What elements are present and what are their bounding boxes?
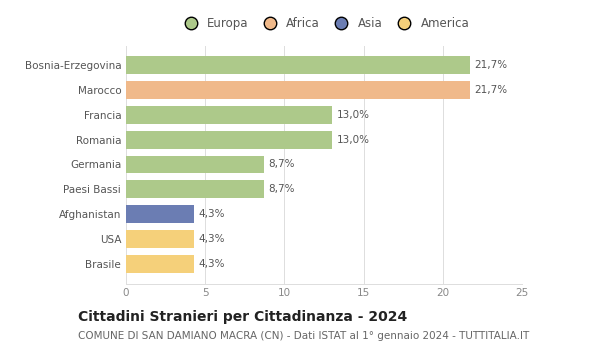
Bar — [126, 255, 194, 273]
Bar — [126, 230, 194, 248]
Text: 13,0%: 13,0% — [337, 110, 370, 120]
Legend: Europa, Africa, Asia, America: Europa, Africa, Asia, America — [175, 13, 473, 33]
Bar — [126, 56, 470, 74]
Text: Cittadini Stranieri per Cittadinanza - 2024: Cittadini Stranieri per Cittadinanza - 2… — [78, 310, 407, 324]
Text: 21,7%: 21,7% — [475, 85, 508, 95]
Text: 13,0%: 13,0% — [337, 135, 370, 145]
Text: 8,7%: 8,7% — [269, 184, 295, 194]
Bar — [126, 155, 264, 174]
Text: 4,3%: 4,3% — [199, 209, 226, 219]
Text: 4,3%: 4,3% — [199, 259, 226, 269]
Bar — [126, 106, 332, 124]
Bar — [126, 131, 332, 149]
Text: 4,3%: 4,3% — [199, 234, 226, 244]
Bar — [126, 81, 470, 99]
Bar — [126, 205, 194, 223]
Text: 21,7%: 21,7% — [475, 60, 508, 70]
Bar — [126, 180, 264, 198]
Text: 8,7%: 8,7% — [269, 160, 295, 169]
Text: COMUNE DI SAN DAMIANO MACRA (CN) - Dati ISTAT al 1° gennaio 2024 - TUTTITALIA.IT: COMUNE DI SAN DAMIANO MACRA (CN) - Dati … — [78, 331, 529, 341]
